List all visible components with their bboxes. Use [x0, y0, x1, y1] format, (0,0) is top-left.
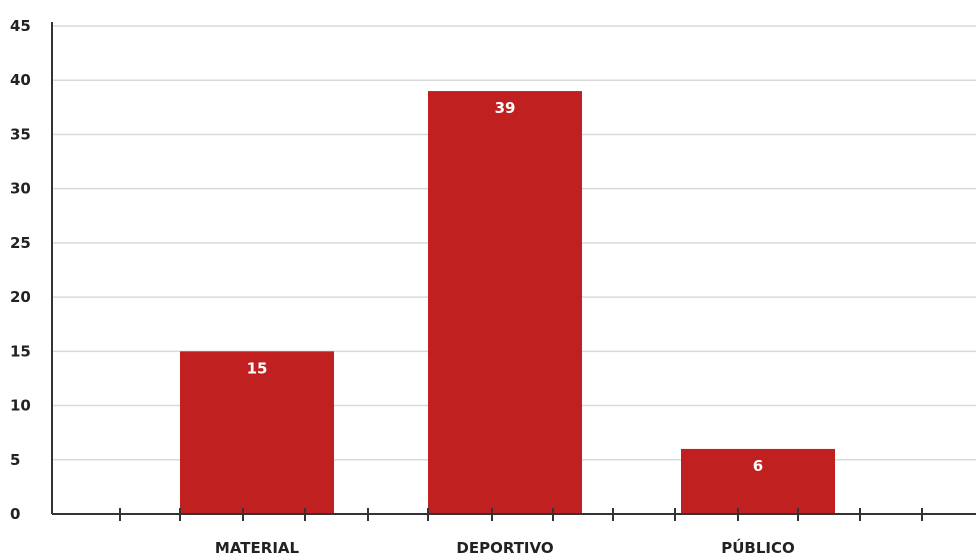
y-tick-label: 0 — [10, 505, 20, 523]
bars — [180, 91, 835, 515]
y-tick-label: 10 — [10, 397, 31, 415]
y-tick-label: 35 — [10, 125, 31, 143]
y-tick-label: 40 — [10, 71, 31, 89]
category-label: MATERIAL — [215, 539, 300, 557]
x-tick-marks — [119, 508, 923, 521]
bar-value-label: 39 — [495, 99, 516, 117]
bar — [180, 351, 334, 514]
y-tick-labels: 0 5 10 15 20 25 30 35 40 45 — [10, 17, 31, 523]
y-tick-label: 5 — [10, 451, 20, 469]
y-tick-label: 25 — [10, 234, 31, 252]
category-label: PÚBLICO — [721, 538, 795, 557]
data-labels: 15 39 6 — [247, 99, 764, 475]
category-labels: MATERIAL DEPORTIVO PÚBLICO — [215, 538, 795, 557]
axes — [51, 22, 976, 515]
bar-value-label: 6 — [753, 457, 763, 475]
y-tick-label: 20 — [10, 288, 31, 306]
y-tick-label: 15 — [10, 342, 31, 360]
bar — [681, 448, 835, 514]
bar-value-label: 15 — [247, 359, 268, 377]
category-label: DEPORTIVO — [456, 539, 553, 557]
bar — [428, 91, 582, 515]
y-tick-label: 45 — [10, 17, 31, 35]
y-tick-label: 30 — [10, 180, 31, 198]
